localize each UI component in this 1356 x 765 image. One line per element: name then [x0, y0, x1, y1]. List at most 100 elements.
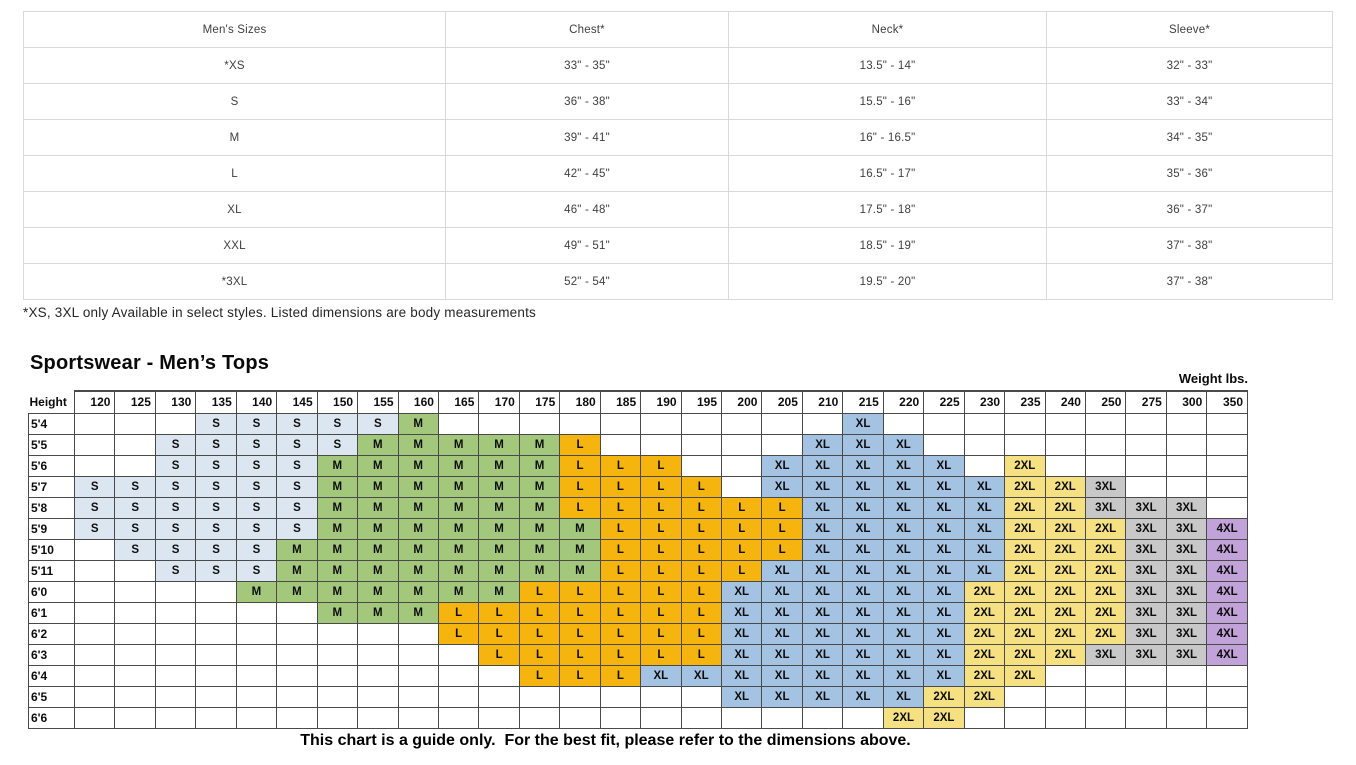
measurement-cell: 33" - 35" — [445, 47, 729, 84]
fit-size-cell: S — [154, 559, 197, 582]
fit-size-cell — [1206, 685, 1248, 708]
fit-size-cell — [599, 706, 642, 729]
fit-size-cell — [1125, 685, 1167, 708]
fit-grid-row: 5'4 S S S S S M XL — [28, 412, 1248, 435]
fit-size-cell — [1125, 433, 1167, 456]
fit-size-cell — [518, 685, 561, 708]
fit-size-cell — [276, 685, 318, 708]
fit-size-cell: M — [437, 580, 480, 603]
fit-size-cell: L — [478, 601, 520, 624]
fit-size-cell: L — [599, 454, 642, 477]
fit-grid-header-row: Height 120 125 130 135 140 145 150 155 160 165 170 1… — [28, 390, 1248, 414]
fit-size-cell: 2XL — [1004, 643, 1046, 666]
weight-column-header: 200 — [720, 390, 763, 414]
fit-size-cell: M — [478, 496, 520, 519]
size-label-cell: XXL — [23, 227, 446, 264]
fit-size-cell: S — [276, 454, 318, 477]
fit-size-cell — [640, 412, 682, 435]
fit-size-cell: 3XL — [1125, 580, 1167, 603]
fit-size-cell: XL — [923, 517, 965, 540]
fit-size-cell — [1084, 664, 1127, 687]
fit-size-cell: S — [235, 559, 278, 582]
fit-size-cell — [235, 622, 278, 645]
fit-size-cell: S — [154, 475, 197, 498]
fit-size-cell: 4XL — [1206, 622, 1248, 645]
fit-size-cell — [316, 622, 359, 645]
fit-size-cell — [73, 622, 116, 645]
fit-size-cell: XL — [963, 559, 1006, 582]
fit-size-cell — [235, 685, 278, 708]
fit-size-cell: L — [599, 601, 642, 624]
fit-size-cell: 3XL — [1165, 580, 1208, 603]
fit-size-cell — [276, 664, 318, 687]
fit-size-cell: XL — [720, 580, 763, 603]
measurement-cell: 46" - 48" — [445, 191, 729, 228]
fit-size-cell — [114, 685, 156, 708]
weight-column-header: 215 — [842, 390, 884, 414]
fit-size-cell: XL — [801, 685, 844, 708]
fit-size-cell — [73, 706, 116, 729]
fit-size-cell: M — [316, 454, 359, 477]
fit-size-cell: XL — [801, 517, 844, 540]
measurement-cell: 18.5" - 19" — [728, 227, 1047, 264]
fit-size-cell: 2XL — [1044, 622, 1086, 645]
fit-size-cell: XL — [640, 664, 682, 687]
fit-size-cell: M — [518, 538, 561, 561]
fit-size-cell: 2XL — [963, 580, 1006, 603]
fit-size-cell: 2XL — [923, 706, 965, 729]
fit-size-cell — [963, 454, 1006, 477]
fit-size-cell: L — [680, 496, 723, 519]
fit-size-cell — [357, 622, 399, 645]
fit-size-cell — [559, 685, 601, 708]
fit-size-cell: S — [154, 517, 197, 540]
fit-size-cell: 3XL — [1165, 496, 1208, 519]
fit-size-cell: M — [397, 454, 439, 477]
size-table-row: *3XL 52" - 54" 19.5" - 20" 37" - 38" — [23, 263, 1333, 300]
fit-size-cell: XL — [801, 496, 844, 519]
fit-size-cell — [114, 601, 156, 624]
fit-size-cell: XL — [761, 454, 803, 477]
fit-size-cell: S — [276, 475, 318, 498]
fit-size-cell: L — [640, 601, 682, 624]
measurement-cell: 37" - 38" — [1046, 227, 1333, 264]
fit-size-cell — [1206, 433, 1248, 456]
weight-column-header: 350 — [1206, 390, 1248, 414]
fit-size-cell: XL — [923, 538, 965, 561]
fit-chart-grid: Height 120 125 130 135 140 145 150 155 160 165 170 1… — [28, 390, 1248, 729]
fit-size-cell — [73, 685, 116, 708]
fit-size-cell: XL — [720, 643, 763, 666]
fit-size-cell: L — [478, 622, 520, 645]
fit-size-cell: M — [397, 475, 439, 498]
fit-size-cell — [1125, 475, 1167, 498]
fit-size-cell: L — [680, 601, 723, 624]
size-table-row: *XS 33" - 35" 13.5" - 14" 32" - 33" — [23, 47, 1333, 84]
fit-size-cell: M — [357, 601, 399, 624]
fit-grid-row: 6'0 M M M M M M M L L L L L XL XL XL XL XL XL 2XL 2XL 2XL 2XL 3… — [28, 580, 1248, 603]
fit-size-cell: M — [397, 433, 439, 456]
fit-size-cell — [599, 685, 642, 708]
fit-size-cell: M — [518, 517, 561, 540]
measurement-cell: 16" - 16.5" — [728, 119, 1047, 156]
weight-column-header: 220 — [882, 390, 925, 414]
fit-chart-title: Sportswear - Men’s Tops — [30, 352, 270, 374]
fit-size-cell: S — [195, 496, 237, 519]
fit-size-cell: 2XL — [1004, 622, 1046, 645]
measurement-cell: 17.5" - 18" — [728, 191, 1047, 228]
fit-size-cell: L — [518, 643, 561, 666]
fit-grid-row: 5'5 S S S S S M M M M M L XL XL XL — [28, 433, 1248, 456]
fit-size-cell: XL — [882, 454, 925, 477]
fit-size-cell: 2XL — [1044, 538, 1086, 561]
fit-size-cell: 2XL — [1084, 559, 1127, 582]
fit-size-cell: L — [559, 475, 601, 498]
fit-size-cell: L — [559, 580, 601, 603]
weight-column-header: 175 — [518, 390, 561, 414]
measurement-cell: 15.5" - 16" — [728, 83, 1047, 120]
fit-size-cell: XL — [923, 643, 965, 666]
fit-size-cell: M — [437, 496, 480, 519]
fit-size-cell: S — [114, 538, 156, 561]
weight-column-header: 170 — [478, 390, 520, 414]
fit-size-cell: M — [478, 475, 520, 498]
fit-size-cell — [73, 538, 116, 561]
fit-size-cell: 3XL — [1165, 517, 1208, 540]
fit-size-cell — [882, 412, 925, 435]
